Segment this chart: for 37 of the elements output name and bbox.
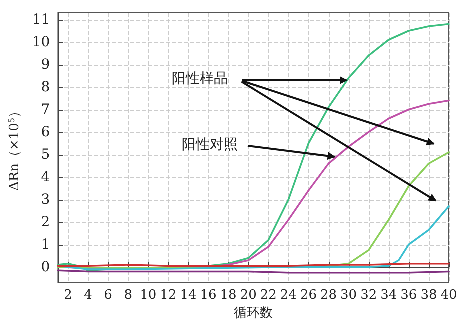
x-tick-label: 22 [260, 288, 277, 303]
x-tick-label: 2 [64, 288, 72, 303]
annotation: 阳性对照 [182, 136, 238, 154]
x-tick-label: 16 [200, 288, 217, 303]
x-tick-label: 40 [440, 288, 458, 303]
x-tick-label: 10 [140, 288, 157, 303]
y-axis-title: ΔRn（×105） [8, 104, 22, 192]
y-tick-label: 3 [41, 192, 50, 208]
y-tick-label: 10 [32, 34, 50, 50]
x-tick-label: 8 [124, 288, 132, 303]
line-series [57, 206, 450, 270]
x-tick-label: 12 [160, 288, 177, 303]
y-tick-label: 11 [32, 12, 50, 28]
x-tick-label: 36 [400, 288, 418, 303]
y-tick-label: 9 [41, 56, 50, 73]
y-tick-label: 7 [41, 102, 50, 118]
x-tick-label: 14 [180, 288, 197, 303]
x-tick-label: 32 [360, 288, 378, 303]
x-tick-label: 26 [300, 288, 317, 303]
y-tick-label: 0 [41, 259, 50, 276]
x-tick-label: 38 [420, 288, 438, 303]
x-tick-label: 20 [240, 288, 257, 303]
x-tick-label: 6 [104, 288, 112, 303]
y-tick-label: 1 [41, 236, 50, 253]
y-tick-label: 8 [41, 79, 50, 96]
y-tick-label: 2 [41, 214, 50, 230]
y-tick-label: 6 [41, 124, 50, 140]
x-tick-label: 30 [340, 288, 358, 303]
x-axis-title: 循环数 [234, 306, 274, 321]
x-tick-label: 18 [220, 288, 237, 303]
y-tick-label: 4 [41, 169, 50, 186]
x-tick-label: 4 [84, 288, 92, 303]
x-tick-label: 34 [380, 288, 398, 303]
x-tick-label: 24 [280, 288, 297, 303]
x-tick-label: 28 [320, 288, 338, 303]
y-tick-label: 5 [41, 146, 50, 163]
annotation: 阳性样品 [172, 70, 228, 88]
